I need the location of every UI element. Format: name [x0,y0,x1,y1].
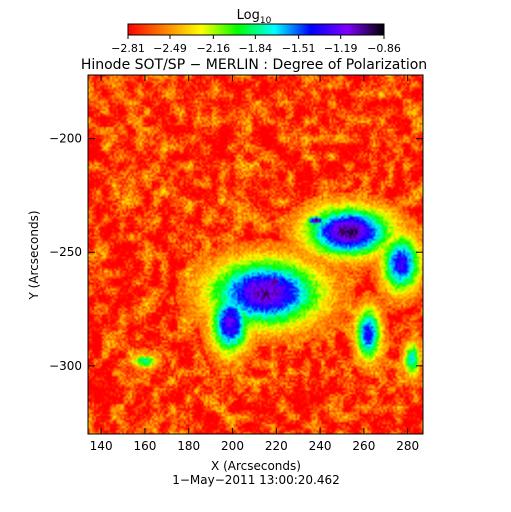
x-tick-label: 220 [265,439,288,453]
colorbar-tick-label: −0.86 [367,42,401,55]
chart-title: Hinode SOT/SP − MERLIN : Degree of Polar… [81,57,427,73]
colorbar-label-base: Log [237,8,260,23]
x-tick-label: 200 [221,439,244,453]
plot-area: 140 160 180 200 220 240 260 280 −200 −250 −300 [49,74,424,453]
colorbar-tick-label: −2.49 [153,42,187,55]
colorbar-label: Log10 [237,8,272,26]
plot-frame [87,74,424,435]
x-tick-label: 140 [90,439,113,453]
colorbar-tick-label: −1.84 [238,42,272,55]
x-tick-label: 260 [352,439,375,453]
x-tick-label: 160 [133,439,156,453]
y-axis-ticks: −200 −250 −300 [49,132,423,373]
x-tick-label: 240 [309,439,332,453]
colorbar-tick-label: −2.16 [196,42,230,55]
colorbar-label-subscript: 10 [260,16,272,26]
x-tick-label: 280 [396,439,419,453]
y-axis-label: Y (Arcseconds) [27,210,41,300]
y-tick-label: −250 [49,245,82,259]
x-axis-ticks: 140 160 180 200 220 240 260 280 [90,75,419,453]
observation-timestamp: 1−May−2011 13:00:20.462 [172,473,340,487]
colorbar-tick-label: −1.51 [282,42,316,55]
y-tick-label: −200 [49,132,82,146]
colorbar-gradient [127,23,385,36]
x-axis-label: X (Arcseconds) [211,459,301,473]
colorbar-ticks: −2.81 −2.49 −2.16 −1.84 −1.51 −1.19 −0.86 [111,35,401,55]
colorbar-tick-label: −1.19 [324,42,358,55]
colorbar-tick-label: −2.81 [111,42,145,55]
y-tick-label: −300 [49,359,82,373]
colorbar: Log10 −2.81 −2.49 −2.16 −1.84 −1.51 −1.19 −0.8… [111,8,401,55]
x-tick-label: 180 [177,439,200,453]
polarization-heatmap [88,75,423,434]
